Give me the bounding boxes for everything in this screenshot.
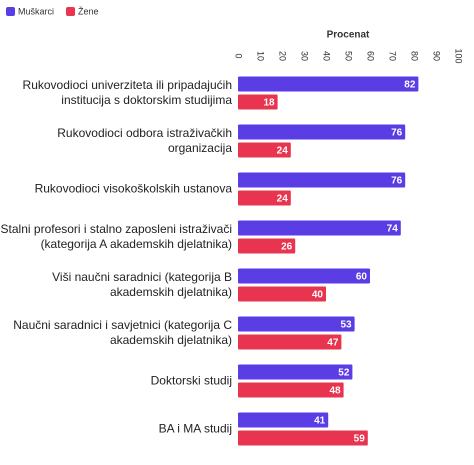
legend-label: Žene — [78, 6, 99, 16]
x-tick-label: 50 — [344, 51, 354, 61]
value-label: 48 — [329, 386, 341, 397]
bar — [238, 364, 353, 380]
bar — [238, 412, 329, 428]
x-tick-label: 80 — [410, 51, 420, 61]
bar — [238, 142, 291, 158]
bar — [238, 124, 406, 140]
bar — [238, 286, 326, 302]
bar — [238, 172, 406, 188]
x-tick-label: 100 — [454, 48, 464, 63]
x-tick-label: 70 — [388, 51, 398, 61]
legend-swatch — [66, 7, 76, 16]
bar — [238, 334, 342, 350]
value-label: 24 — [277, 194, 289, 205]
bar — [238, 268, 370, 284]
x-tick-label: 90 — [432, 51, 442, 61]
value-label: 74 — [387, 224, 399, 235]
category-label: Naučni saradnici i savjetnici (kategorij… — [13, 318, 232, 347]
x-tick-label: 20 — [278, 51, 288, 61]
value-label: 47 — [327, 338, 339, 349]
value-label: 82 — [404, 80, 416, 91]
bar — [238, 190, 291, 206]
category-label: Doktorski studij — [150, 373, 232, 388]
category-label: Rukovodioci visokoškolskih ustanova — [34, 181, 232, 196]
value-label: 26 — [281, 242, 293, 253]
category-label: Stalni profesori i stalno zaposleni istr… — [0, 222, 232, 251]
value-label: 52 — [338, 368, 350, 379]
x-tick-label: 40 — [322, 51, 332, 61]
axis-title: Procenat — [327, 30, 370, 41]
x-tick-label: 30 — [300, 51, 310, 61]
bar — [238, 94, 278, 110]
value-label: 76 — [391, 176, 403, 187]
legend-label: Muškarci — [18, 6, 54, 16]
category-label: Rukovodioci odbora istraživačkih organiz… — [57, 126, 232, 155]
x-tick-label: 10 — [256, 51, 266, 61]
value-label: 40 — [312, 290, 324, 301]
bar — [238, 430, 368, 446]
value-label: 59 — [354, 434, 366, 445]
value-label: 76 — [391, 128, 403, 139]
x-tick-label: 60 — [366, 51, 376, 61]
x-tick-label: 0 — [234, 53, 244, 58]
value-label: 60 — [356, 272, 368, 283]
legend-swatch — [6, 7, 15, 16]
category-label: Rukovodioci univerziteta ili pripadajući… — [22, 78, 232, 107]
bar — [238, 238, 296, 254]
value-label: 53 — [340, 320, 352, 331]
value-label: 41 — [314, 416, 326, 427]
bar — [238, 316, 355, 332]
category-label: BA i MA studij — [158, 421, 232, 436]
bar — [238, 76, 419, 92]
bar — [238, 382, 344, 398]
bar — [238, 220, 401, 236]
value-label: 24 — [277, 146, 289, 157]
value-label: 18 — [263, 98, 275, 109]
category-label: Viši naučni saradnici (kategorija B akad… — [52, 270, 232, 299]
